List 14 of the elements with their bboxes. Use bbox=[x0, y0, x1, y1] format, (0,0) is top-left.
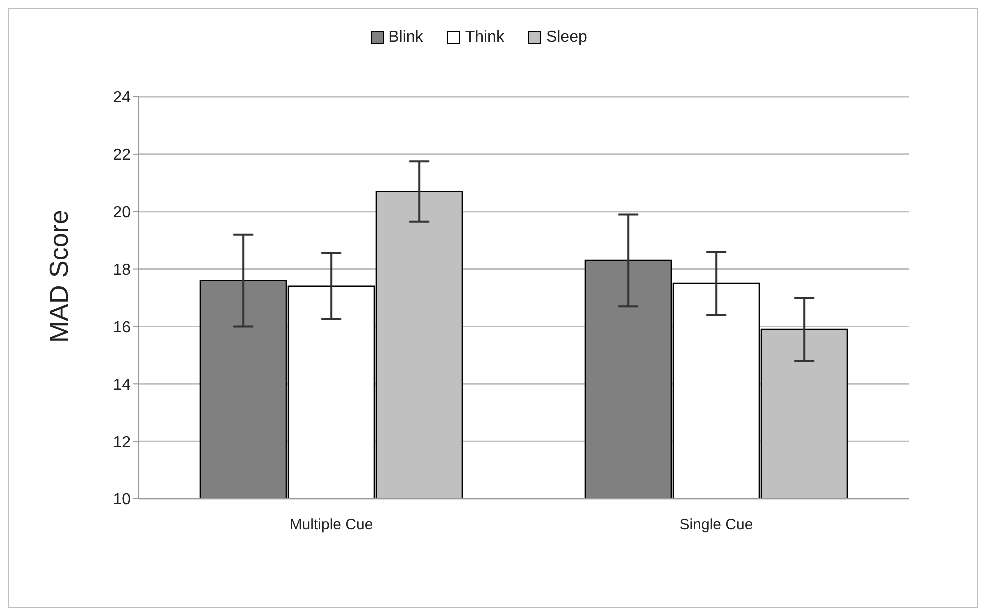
y-tick-label: 10 bbox=[113, 492, 132, 509]
x-tick-label: Single Cue bbox=[680, 516, 754, 534]
x-tick-label: Multiple Cue bbox=[290, 516, 374, 534]
y-tick-label: 18 bbox=[113, 262, 132, 279]
y-tick-label: 24 bbox=[113, 90, 132, 107]
y-tick-label: 20 bbox=[113, 204, 132, 222]
y-tick-label: 12 bbox=[113, 434, 132, 452]
y-axis-title: MAD Score bbox=[44, 210, 74, 343]
y-tick-label: 14 bbox=[113, 376, 132, 394]
legend-label: Sleep bbox=[545, 29, 588, 47]
y-tick-label: 16 bbox=[113, 319, 132, 336]
y-tick-label: 22 bbox=[113, 147, 132, 164]
legend-label: Blink bbox=[388, 29, 424, 47]
legend-label: Think bbox=[464, 29, 504, 47]
